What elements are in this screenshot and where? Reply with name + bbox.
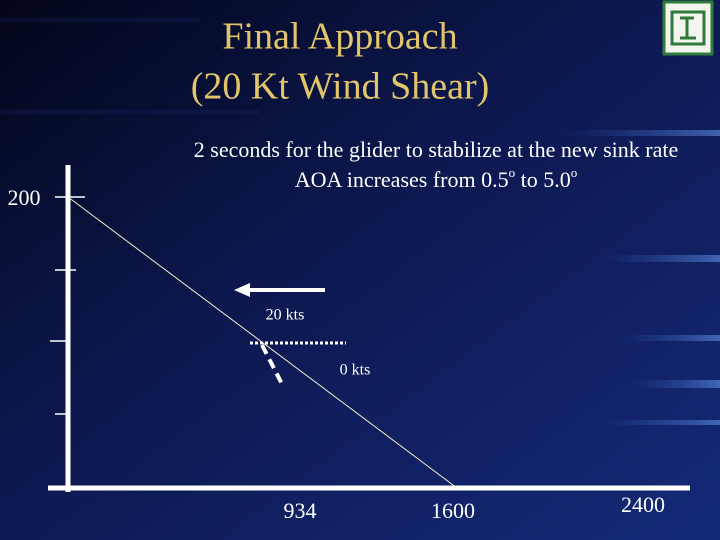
dashed-path — [260, 344, 284, 385]
superscript: o — [571, 165, 578, 180]
subtitle-line: 2 seconds for the glider to stabilize at… — [194, 137, 678, 162]
wind-label: 20 kts — [266, 307, 305, 324]
superscript: o — [509, 165, 516, 180]
wind-label: 0 kts — [340, 362, 371, 379]
axes — [48, 165, 690, 492]
title-line: Final Approach — [222, 16, 457, 58]
axis-label: 200 — [8, 185, 41, 210]
axis-label: 1600 — [431, 498, 475, 523]
axis-label: 934 — [284, 498, 317, 523]
logo — [662, 0, 714, 56]
title-line: (20 Kt Wind Shear) — [191, 66, 490, 108]
subtitle-text: AOA increases from 0.5 — [295, 167, 509, 192]
wind-arrow — [234, 283, 325, 297]
background-streaks — [0, 18, 720, 425]
subtitle-text: to 5.0 — [515, 167, 571, 192]
subtitle-line: AOA increases from 0.5o to 5.0o — [295, 165, 577, 192]
axis-label: 2400 — [621, 492, 665, 517]
